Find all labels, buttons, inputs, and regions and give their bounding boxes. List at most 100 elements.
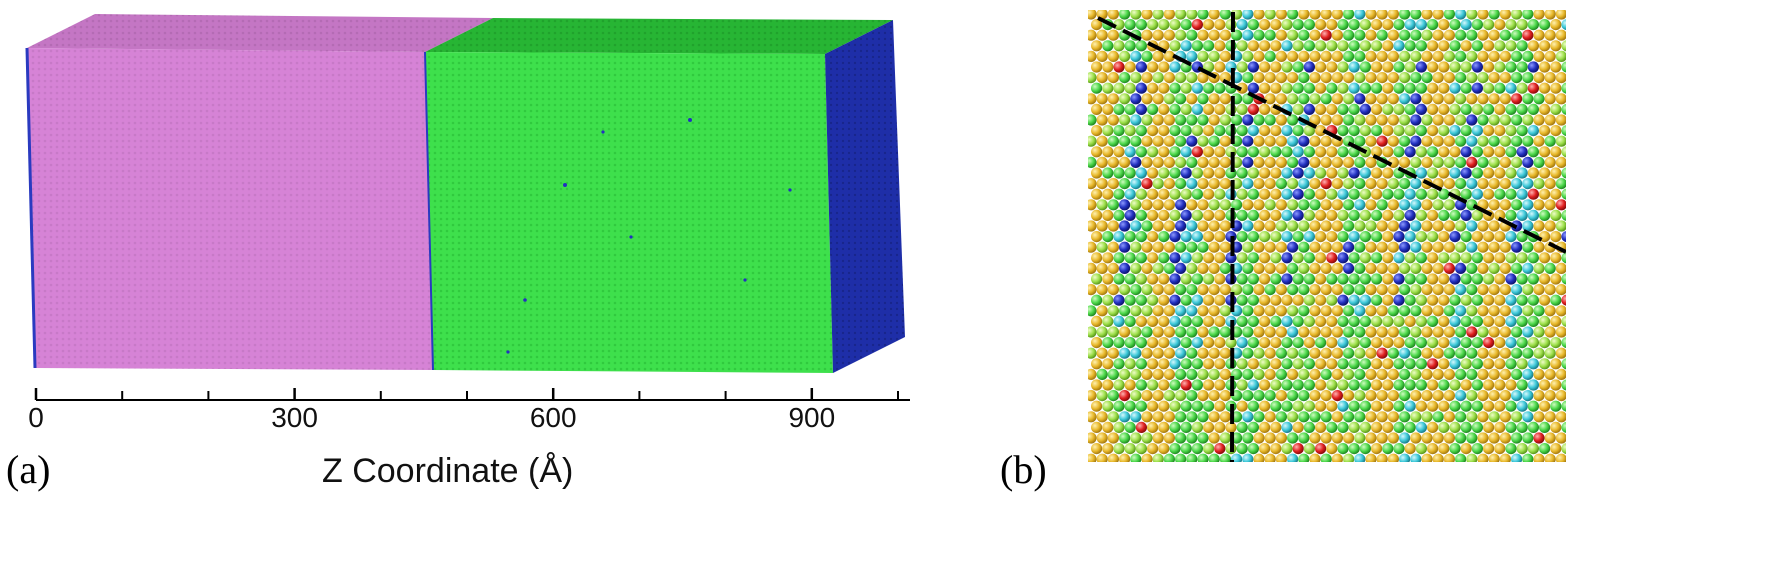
lattice-atom bbox=[1488, 114, 1500, 126]
lattice-atom bbox=[1186, 368, 1198, 380]
lattice-atom bbox=[1488, 432, 1500, 444]
lattice-atom bbox=[1438, 400, 1450, 412]
lattice-atom bbox=[1365, 453, 1377, 462]
lattice-atom bbox=[1505, 315, 1517, 327]
lattice-atom bbox=[1550, 443, 1562, 455]
lattice-atom bbox=[1550, 252, 1562, 264]
lattice-atom bbox=[1337, 61, 1349, 73]
lattice-atom bbox=[1331, 178, 1343, 190]
lattice-atom bbox=[1298, 305, 1310, 317]
lattice-atom bbox=[1186, 50, 1198, 63]
lattice-atom bbox=[1135, 315, 1147, 327]
lattice-atom bbox=[1102, 40, 1114, 52]
lattice-atom bbox=[1130, 326, 1142, 338]
lattice-atom bbox=[1421, 453, 1433, 462]
lattice-atom bbox=[1119, 432, 1131, 444]
lattice-atom bbox=[1253, 72, 1265, 84]
lattice-atom bbox=[1270, 337, 1282, 349]
lattice-atom bbox=[1393, 61, 1405, 73]
lattice-atom bbox=[1376, 10, 1388, 20]
lattice-atom bbox=[1432, 262, 1444, 274]
lattice-atom bbox=[1527, 421, 1539, 433]
lattice-atom bbox=[1107, 93, 1119, 105]
lattice-atom bbox=[1539, 40, 1551, 52]
lattice-atom bbox=[1247, 252, 1259, 264]
lattice-atom bbox=[1561, 209, 1566, 221]
lattice-atom bbox=[1416, 464, 1427, 475]
lattice-atom bbox=[1303, 125, 1315, 137]
lattice-atom bbox=[1544, 178, 1556, 190]
lattice-atom bbox=[1555, 72, 1566, 84]
lattice-atom bbox=[1399, 411, 1411, 423]
lattice-atom bbox=[1180, 252, 1192, 264]
lattice-atom bbox=[1331, 241, 1343, 253]
lattice-atom bbox=[1449, 19, 1461, 31]
lattice-atom bbox=[1399, 326, 1411, 338]
lattice-atom bbox=[1460, 358, 1472, 370]
lattice-atom bbox=[1449, 82, 1461, 94]
lattice-atom bbox=[1527, 146, 1539, 158]
lattice-atom bbox=[1460, 231, 1472, 243]
lattice-atom bbox=[1175, 135, 1187, 147]
lattice-atom bbox=[1483, 443, 1495, 455]
lattice-atom bbox=[1404, 146, 1416, 158]
lattice-atom bbox=[1169, 103, 1181, 115]
lattice-atom bbox=[1359, 379, 1371, 391]
lattice-atom bbox=[1331, 284, 1343, 296]
lattice-atom bbox=[1326, 379, 1338, 391]
lattice-atom bbox=[1331, 368, 1343, 380]
lattice-atom bbox=[1236, 252, 1248, 264]
lattice-atom bbox=[1544, 156, 1556, 168]
lattice-atom bbox=[1247, 146, 1259, 158]
lattice-atom bbox=[1208, 368, 1220, 380]
lattice-atom bbox=[1163, 241, 1175, 253]
lattice-atom bbox=[1348, 337, 1360, 349]
lattice-atom bbox=[1550, 167, 1562, 179]
lattice-atom bbox=[1471, 337, 1483, 349]
lattice-atom bbox=[1483, 188, 1495, 200]
lattice-atom bbox=[1107, 262, 1119, 274]
lattice-atom bbox=[1147, 19, 1159, 31]
lattice-atom bbox=[1203, 315, 1215, 327]
lattice-atom bbox=[1292, 125, 1304, 137]
lattice-atom bbox=[1236, 61, 1248, 73]
lattice-atom bbox=[1281, 400, 1293, 412]
lattice-atom bbox=[1107, 347, 1119, 359]
lattice-atom bbox=[1214, 103, 1226, 115]
lattice-atom bbox=[1516, 40, 1528, 52]
lattice-atom bbox=[1544, 114, 1556, 126]
lattice-atom bbox=[1376, 305, 1388, 317]
lattice-atom bbox=[1152, 199, 1164, 211]
lattice-atom bbox=[1359, 103, 1371, 115]
lattice-atom bbox=[1219, 93, 1231, 105]
lattice-atom bbox=[1376, 114, 1388, 126]
lattice-atom bbox=[1432, 347, 1444, 359]
lattice-atom bbox=[1320, 178, 1332, 190]
lattice-atom bbox=[1242, 72, 1254, 84]
lattice-atom bbox=[1315, 421, 1327, 433]
lattice-atom bbox=[1203, 231, 1215, 243]
lattice-atom bbox=[1119, 72, 1131, 84]
lattice-atom bbox=[1438, 421, 1450, 433]
lattice-atom bbox=[1404, 337, 1416, 349]
lattice-atom bbox=[1331, 347, 1343, 359]
lattice-atom bbox=[1522, 262, 1534, 274]
lattice-atom bbox=[1494, 464, 1505, 475]
lattice-atom bbox=[1348, 315, 1360, 327]
lattice-atom bbox=[1471, 146, 1483, 158]
lattice-atom bbox=[1191, 443, 1203, 455]
lattice-atom bbox=[1303, 421, 1315, 433]
lattice-atom bbox=[1443, 220, 1455, 232]
lattice-atom bbox=[1124, 82, 1136, 94]
lattice-atom bbox=[1292, 61, 1304, 73]
lattice-atom bbox=[1387, 114, 1399, 126]
lattice-atom bbox=[1292, 379, 1304, 391]
lattice-atom bbox=[1393, 103, 1405, 115]
lattice-atom bbox=[1438, 19, 1450, 31]
lattice-atom bbox=[1281, 421, 1293, 433]
lattice-atom bbox=[1197, 178, 1209, 190]
lattice-atom bbox=[1410, 453, 1422, 462]
lattice-atom bbox=[1163, 305, 1175, 317]
lattice-atom bbox=[1539, 188, 1551, 200]
lattice-atom bbox=[1303, 231, 1315, 243]
